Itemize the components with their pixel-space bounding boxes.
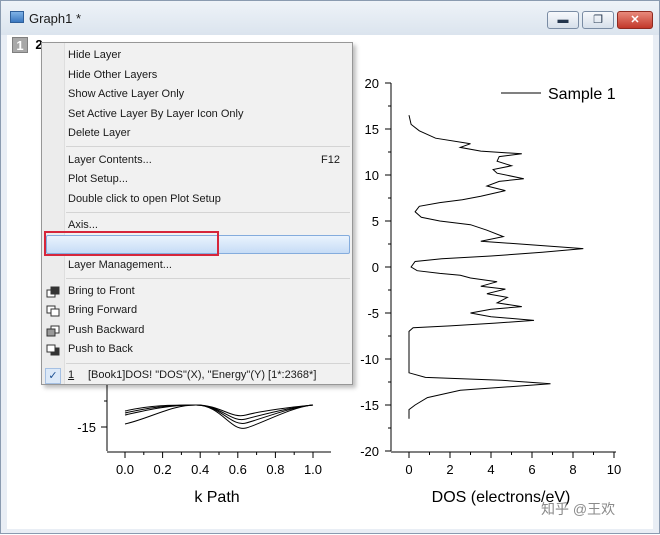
- menu-separator: [66, 212, 350, 213]
- x-tick-label: 6: [528, 462, 535, 477]
- dataset-index: 1: [68, 369, 75, 381]
- left-x-tick-label: 0.4: [191, 462, 209, 477]
- x-tick-label: 8: [569, 462, 576, 477]
- left-x-tick-label: 0.0: [116, 462, 134, 477]
- y-tick-label: -15: [360, 398, 379, 413]
- dataset-check-icon: ✓: [45, 368, 61, 384]
- menu-separator: [66, 146, 350, 147]
- menu-item-push-to-back[interactable]: Push to Back: [68, 343, 133, 355]
- y-tick-label: -10: [360, 352, 379, 367]
- x-tick-label: 0: [405, 462, 412, 477]
- push-to-back-icon: [46, 344, 60, 356]
- band-line: [124, 404, 314, 421]
- menu-separator: [66, 278, 350, 279]
- menu-item-bring-to-front[interactable]: Bring to Front: [68, 285, 135, 297]
- menu-shortcut: F12: [321, 154, 340, 166]
- band-line: [124, 404, 314, 429]
- layer-tab-1[interactable]: 1: [12, 37, 28, 53]
- y-tick-label: 5: [372, 214, 379, 229]
- x-tick-label: 10: [607, 462, 621, 477]
- window-title: Graph1 *: [29, 11, 82, 26]
- x-tick-label: 4: [487, 462, 494, 477]
- menu-icon-gutter: [42, 43, 65, 384]
- y-tick-label: 0: [372, 260, 379, 275]
- layer-tab-2[interactable]: 2: [35, 37, 43, 52]
- close-button[interactable]: ✕: [617, 11, 653, 29]
- y-tick-label: 10: [365, 168, 379, 183]
- push-backward-icon: [46, 325, 60, 337]
- left-band-plot: -15 0.0 0.2 0.4 0.6 0.8 1.0 k Path: [77, 381, 331, 506]
- maximize-button[interactable]: ❐: [582, 11, 614, 29]
- menu-highlight: [46, 235, 350, 254]
- menu-item-show-active-layer-only[interactable]: Show Active Layer Only: [68, 88, 185, 100]
- y-tick-label: -5: [367, 306, 379, 321]
- layer-context-menu: Hide Layer Hide Other Layers Show Active L…: [41, 42, 353, 385]
- x-axis-title: DOS (electrons/eV): [432, 489, 571, 506]
- menu-item-hide-layer[interactable]: Hide Layer: [68, 49, 122, 61]
- bring-forward-icon: [46, 305, 60, 317]
- left-x-tick-label: 0.2: [154, 462, 172, 477]
- minimize-button[interactable]: ▬: [547, 11, 579, 29]
- menu-separator: [66, 363, 350, 364]
- annotation-red-box: [44, 231, 219, 256]
- y-tick-label: -20: [360, 444, 379, 459]
- menu-item-double-click-to-open-plot-setup[interactable]: Double click to open Plot Setup: [68, 193, 221, 205]
- left-x-axis-title: k Path: [194, 489, 239, 506]
- left-x-tick-label: 1.0: [304, 462, 322, 477]
- menu-item-layer-management[interactable]: Layer Management...: [68, 259, 172, 271]
- menu-item-push-backward[interactable]: Push Backward: [68, 324, 145, 336]
- band-line: [124, 404, 314, 424]
- legend-label-sample-1: Sample 1: [548, 86, 616, 103]
- y-tick-label: 20: [365, 76, 379, 91]
- menu-item-set-active-layer-by-layer-icon-only[interactable]: Set Active Layer By Layer Icon Only: [68, 108, 244, 120]
- menu-item-axis[interactable]: Axis...: [68, 219, 98, 231]
- title-bar[interactable]: Graph1 * ▬ ❐ ✕: [1, 1, 659, 35]
- menu-item-dataset[interactable]: [Book1]DOS! "DOS"(X), "Energy"(Y) [1*:23…: [88, 369, 317, 381]
- menu-item-layer-contents[interactable]: Layer Contents...: [68, 154, 152, 166]
- left-x-tick-label: 0.6: [229, 462, 247, 477]
- left-y-tick-label: -15: [77, 420, 96, 435]
- dos-plot: -20 -15 -10 -5 0 5 10 15 20 0 2 4 6 8 10 DOS (electrons…: [360, 76, 621, 506]
- menu-item-bring-forward[interactable]: Bring Forward: [68, 304, 138, 316]
- left-x-tick-label: 0.8: [266, 462, 284, 477]
- menu-item-delete-layer[interactable]: Delete Layer: [68, 127, 131, 139]
- menu-item-plot-setup[interactable]: Plot Setup...: [68, 173, 128, 185]
- bring-to-front-icon: [46, 286, 60, 298]
- x-tick-label: 2: [446, 462, 453, 477]
- y-tick-label: 15: [365, 122, 379, 137]
- graph-window-icon: [10, 11, 24, 23]
- band-line: [124, 404, 314, 417]
- menu-item-hide-other-layers[interactable]: Hide Other Layers: [68, 69, 158, 81]
- watermark: 知乎 @王欢: [541, 501, 616, 517]
- series-line-sample-1: [408, 115, 584, 419]
